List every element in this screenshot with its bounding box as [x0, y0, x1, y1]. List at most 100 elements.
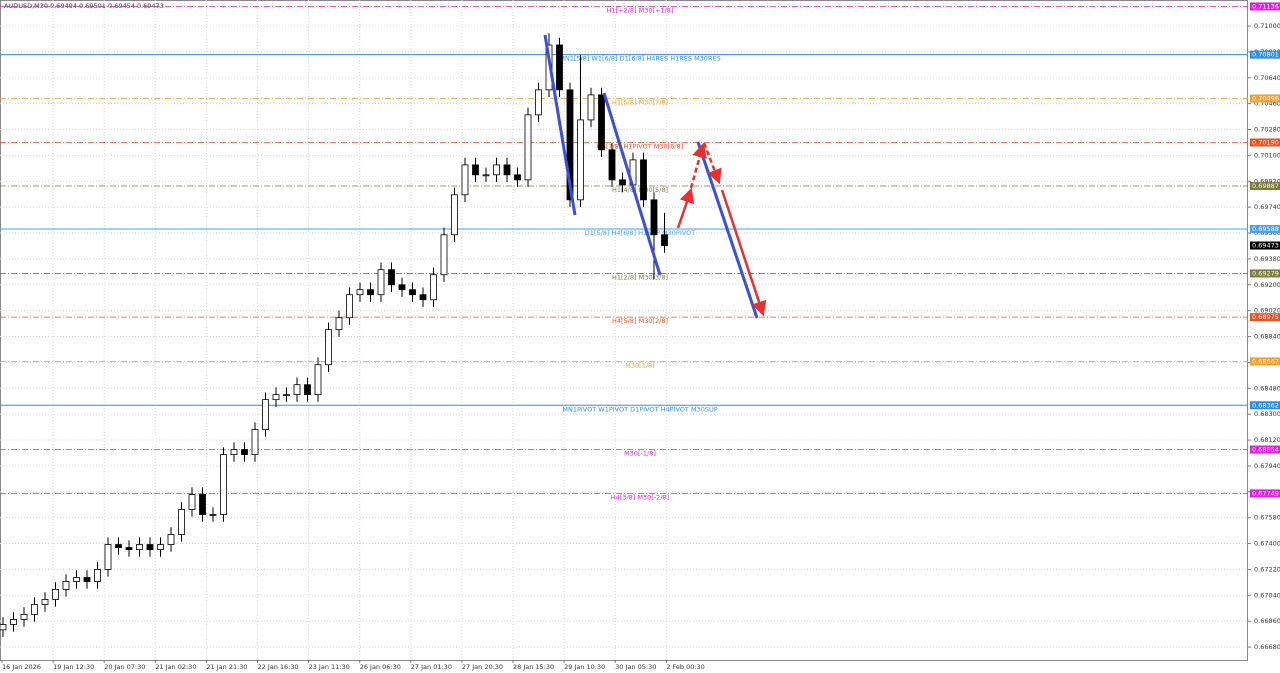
x-tick-label: 16 Jan 2026 [2, 663, 41, 671]
y-tick-label: 0.70640 [1254, 74, 1280, 82]
candle-body [293, 384, 301, 396]
y-tick-label: 0.70280 [1254, 126, 1280, 134]
candle-body [556, 44, 563, 91]
candle-body [304, 384, 311, 396]
y-tick-label: 0.69920 [1254, 177, 1280, 185]
candle-body [167, 534, 175, 545]
candle-body [125, 547, 133, 550]
y-tick-label: 0.68120 [1254, 436, 1280, 444]
candle-body [251, 429, 259, 455]
y-tick-label: 0.70100 [1254, 151, 1280, 159]
candle-body [598, 94, 605, 151]
candle-body [41, 599, 49, 605]
y-tick-label: 0.69740 [1254, 203, 1280, 211]
candle-body [451, 194, 458, 236]
level-price-box [1250, 313, 1280, 322]
level-price-box [1250, 489, 1280, 498]
level-price-box [1250, 50, 1280, 59]
forecast-arrow [720, 189, 767, 317]
x-tick-label: 28 Jan 15:30 [513, 663, 554, 671]
y-tick-label: 0.70460 [1254, 100, 1280, 108]
level-text: M30[1/8] [625, 361, 654, 369]
level-price-box [1250, 401, 1280, 410]
level-text: D1[5/8] H4[6/8] H1SUP M30PIVOT [585, 229, 695, 237]
level-price-box [1250, 225, 1280, 234]
level-text: M30[-1/8] [624, 450, 656, 458]
y-tick-label: 0.67040 [1254, 591, 1280, 599]
level-text: H4[7/8] H1PIVOT M30[6/8] [597, 142, 683, 150]
candle-body [0, 624, 7, 631]
x-tick-label: 27 Jan 20:30 [462, 663, 503, 671]
level-text: H4[5/8] M30[2/8] [612, 317, 668, 325]
level-price-label: 0.68362 [1252, 401, 1279, 409]
candle-body [10, 619, 17, 625]
forecast-arrow [702, 142, 722, 185]
candle-body [640, 159, 647, 201]
candle-body [409, 289, 416, 296]
candle-body [346, 294, 353, 319]
level-price-label: 0.70496 [1252, 94, 1279, 102]
candle-body [262, 399, 269, 430]
chart-title: AUDUSD,M30 0.69494 0.69501 0.69454 0.694… [4, 2, 164, 10]
current-price-label: 0.69473 [1252, 242, 1279, 250]
level-text: MN1[5/8] W1[6/8] D1[6/8] H4RES H1RES M30… [559, 55, 720, 63]
candle-body [440, 234, 448, 276]
candle-body [419, 294, 427, 301]
candle-body [136, 544, 143, 550]
y-tick-label: 0.69200 [1254, 281, 1280, 289]
candle-body [472, 164, 479, 176]
annotations [543, 34, 767, 319]
x-tick-label: 22 Jan 16:30 [258, 663, 299, 671]
y-tick-label: 0.68480 [1254, 384, 1280, 392]
level-text: H1[+2/8] M30[+1/8] [607, 6, 674, 14]
y-tick-label: 0.67940 [1254, 462, 1280, 470]
level-price-label: 0.70190 [1252, 138, 1279, 146]
level-price-box [1250, 269, 1280, 278]
candle-body [199, 494, 206, 515]
candle-body [608, 149, 616, 181]
candle-body [241, 449, 248, 455]
y-tick-label: 0.69020 [1254, 307, 1280, 315]
candle-body [146, 544, 154, 550]
level-price-label: 0.69588 [1252, 225, 1279, 233]
trend-line [696, 141, 759, 319]
x-tick-label: 20 Jan 07:30 [104, 663, 145, 671]
level-text: H1[2/8] M30[3/8] [612, 273, 668, 281]
trend-line [543, 34, 577, 216]
y-tick-label: 0.68300 [1254, 410, 1280, 418]
y-tick-label: 0.68840 [1254, 333, 1280, 341]
candle-body [62, 581, 70, 590]
candle-body [587, 94, 595, 121]
candle-body [283, 394, 290, 397]
level-price-box [1250, 182, 1280, 191]
trend-line [602, 92, 662, 276]
x-tick-label: 27 Jan 01:30 [411, 663, 452, 671]
x-tick-label: 30 Jan 05:30 [615, 663, 656, 671]
level-price-label: 0.67749 [1252, 489, 1279, 497]
y-tick-label: 0.67400 [1254, 540, 1280, 548]
x-tick-label: 26 Jan 06:30 [360, 663, 401, 671]
x-tick-label: 19 Jan 12:30 [53, 663, 94, 671]
y-tick-label: 0.69560 [1254, 229, 1280, 237]
candle-body [20, 614, 28, 620]
candle-body [83, 577, 91, 582]
candle-body [503, 164, 511, 176]
level-price-box [1250, 445, 1280, 454]
candle-body [650, 199, 658, 236]
candle-body [220, 454, 227, 515]
y-tick-label: 0.69380 [1254, 255, 1280, 263]
level-text: H4[3/8] M30[-2/8] [611, 493, 669, 501]
level-price-label: 0.68054 [1252, 446, 1279, 454]
level-price-label: 0.68975 [1252, 313, 1279, 321]
candle-body [461, 164, 469, 196]
y-tick-label: 0.71000 [1254, 22, 1280, 30]
candle-body [430, 274, 437, 301]
candle-body [493, 164, 500, 176]
x-tick-label: 23 Jan 11:30 [309, 663, 350, 671]
candle-body [577, 119, 584, 201]
candle-body [31, 604, 38, 615]
candle-body [566, 89, 574, 201]
current-price-box [1250, 241, 1280, 250]
level-price-label: 0.69279 [1252, 269, 1279, 277]
